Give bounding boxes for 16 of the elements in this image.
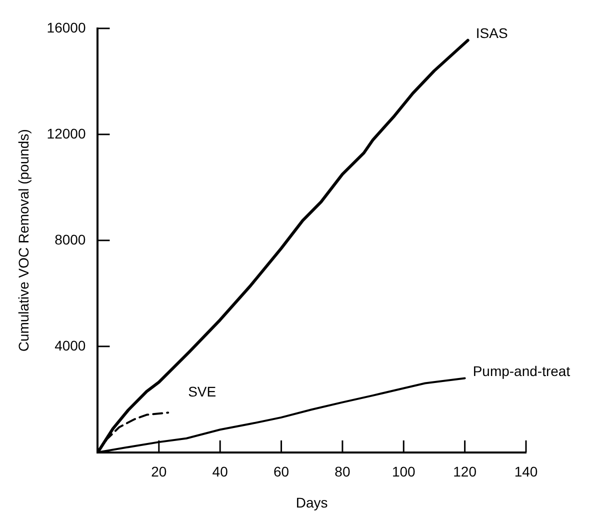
y-axis-title: Cumulative VOC Removal (pounds) xyxy=(15,129,32,352)
y-tick-label: 16000 xyxy=(46,19,86,36)
x-tick-label: 100 xyxy=(392,464,416,480)
x-tick-label: 120 xyxy=(453,464,477,480)
x-tick-label: 20 xyxy=(151,464,167,480)
x-tick-label: 40 xyxy=(212,464,228,480)
y-tick-label: 8000 xyxy=(54,231,86,248)
y-tick-label: 12000 xyxy=(46,125,86,142)
y-tick-label: 4000 xyxy=(54,337,86,354)
x-tick-label: 80 xyxy=(334,464,350,480)
series-label: SVE xyxy=(188,384,216,400)
x-tick-label: 60 xyxy=(273,464,290,480)
x-axis-title: Days xyxy=(296,494,328,510)
series-label: Pump-and-treat xyxy=(472,363,570,380)
series-label: ISAS xyxy=(476,25,508,42)
x-tick-label: 140 xyxy=(514,464,538,480)
